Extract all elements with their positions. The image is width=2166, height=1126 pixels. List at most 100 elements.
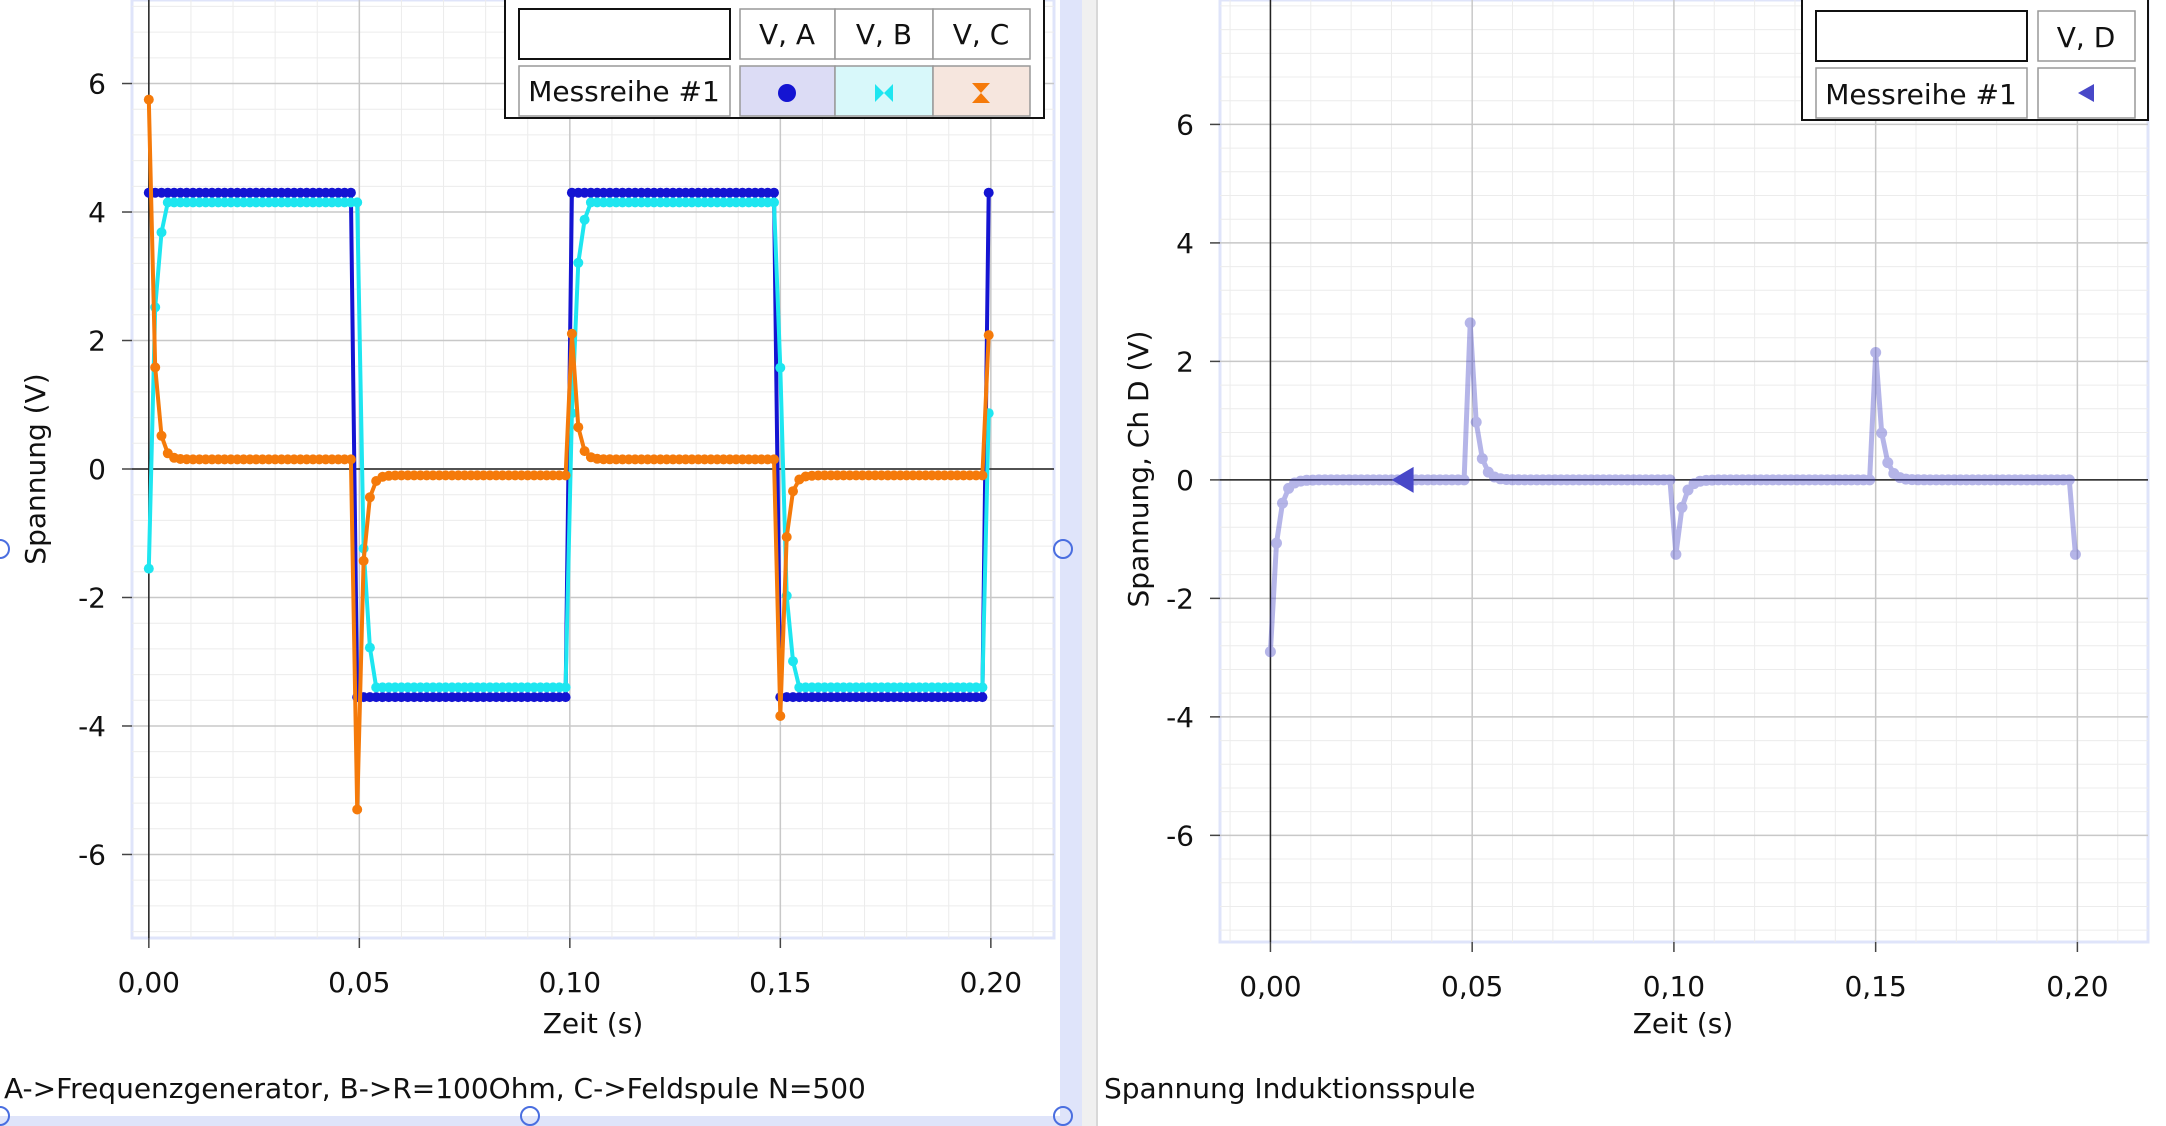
data-point — [1634, 474, 1646, 486]
resize-handle-left[interactable] — [0, 539, 10, 559]
y-tick-label: 0 — [1176, 464, 1194, 497]
data-point — [1488, 471, 1500, 483]
data-point — [769, 187, 779, 198]
data-point — [1682, 484, 1694, 496]
legend-run-row[interactable]: Messreihe #1 — [518, 65, 731, 117]
data-point — [1803, 474, 1815, 486]
data-point — [1501, 474, 1512, 485]
data-point — [1985, 474, 1997, 486]
data-point — [1924, 474, 1936, 486]
data-point — [1355, 474, 1367, 486]
data-point — [1954, 474, 1966, 486]
data-point — [775, 362, 786, 373]
data-point — [1361, 474, 1373, 486]
panel-divider[interactable] — [1082, 0, 1097, 1126]
legend-table[interactable]: V, D Messreihe #1 — [1801, 0, 2149, 121]
y-axis-label: Spannung (V) — [19, 373, 52, 564]
x-tick-label: 0,10 — [539, 966, 601, 999]
data-point — [1724, 474, 1736, 486]
data-point — [1815, 474, 1827, 486]
y-axis-label: Spannung, Ch D (V) — [1122, 331, 1155, 608]
data-point — [2051, 474, 2063, 486]
data-point — [1912, 474, 1924, 486]
data-point — [1616, 474, 1627, 486]
x-tick-label: 0,20 — [2046, 970, 2108, 1003]
data-point — [1313, 474, 1325, 486]
legend-run-label: Messreihe #1 — [1825, 78, 2017, 111]
data-point — [364, 492, 375, 503]
data-point — [1858, 474, 1869, 486]
data-point — [1852, 474, 1863, 486]
data-point — [781, 532, 792, 542]
data-point — [769, 197, 779, 208]
data-point — [143, 94, 154, 105]
legend-header-b[interactable]: V, B — [834, 8, 934, 60]
x-tick-label: 0,05 — [1441, 970, 1503, 1003]
data-point — [1973, 474, 1984, 486]
data-point — [1549, 474, 1561, 486]
data-point — [1343, 474, 1355, 486]
legend-table[interactable]: V, A V, B V, C Messreihe #1 — [504, 0, 1045, 119]
data-point — [1597, 474, 1609, 486]
data-point — [1561, 474, 1573, 486]
data-point — [579, 446, 590, 457]
data-point — [1942, 474, 1954, 486]
data-point — [1700, 474, 1712, 486]
data-point — [2039, 474, 2051, 486]
data-point — [977, 470, 988, 481]
data-point — [1821, 474, 1833, 486]
data-point — [1367, 474, 1379, 486]
data-point — [1658, 474, 1670, 486]
data-point — [1283, 482, 1295, 494]
resize-handle-bottom-left[interactable] — [0, 1106, 10, 1126]
data-point — [1900, 473, 1912, 485]
legend-swatch-b[interactable] — [834, 65, 934, 117]
resize-handle-bottom-right[interactable] — [1053, 1106, 1073, 1126]
data-point — [1767, 474, 1779, 486]
data-point — [1737, 474, 1748, 486]
data-point — [2021, 474, 2033, 486]
data-point — [2069, 548, 2081, 560]
legend-blank-cell — [518, 8, 731, 60]
data-point — [1694, 475, 1706, 487]
legend-run-row[interactable]: Messreihe #1 — [1815, 67, 2028, 119]
data-point — [1446, 474, 1458, 486]
y-tick-label: -6 — [78, 838, 106, 871]
x-tick-label: 0,15 — [1844, 970, 1906, 1003]
legend-marker-d-icon — [2078, 84, 2094, 102]
data-point — [2015, 474, 2027, 486]
data-point — [364, 642, 375, 653]
legend-marker-b-icon — [875, 84, 893, 102]
legend-header-c-text: V, C — [953, 18, 1010, 51]
legend-header-d[interactable]: V, D — [2037, 10, 2136, 62]
data-point — [1628, 474, 1640, 486]
data-point — [573, 257, 584, 268]
data-series-group — [1264, 317, 2081, 658]
data-point — [560, 470, 571, 481]
data-point — [1991, 474, 2003, 486]
data-point — [2033, 474, 2045, 486]
data-point — [156, 430, 167, 441]
data-point — [1640, 474, 1652, 486]
data-point — [358, 555, 369, 566]
data-point — [1476, 453, 1488, 465]
legend-header-a[interactable]: V, A — [739, 8, 836, 60]
data-point — [1718, 474, 1730, 486]
data-point — [1386, 474, 1397, 486]
legend-header-c[interactable]: V, C — [932, 8, 1031, 60]
legend-run-label: Messreihe #1 — [528, 75, 720, 108]
data-point — [1894, 472, 1906, 484]
x-tick-label: 0,00 — [118, 966, 180, 999]
data-point — [1573, 474, 1585, 486]
data-point — [1470, 416, 1482, 428]
data-point — [2003, 474, 2015, 486]
data-point — [983, 330, 994, 341]
resize-handle-bottom[interactable] — [520, 1106, 540, 1126]
x-axis-label: Zeit (s) — [543, 1007, 644, 1040]
data-point — [1531, 474, 1543, 486]
x-tick-label: 0,10 — [1643, 970, 1705, 1003]
panel-selection-border-bottom — [0, 1116, 1082, 1126]
resize-handle-right[interactable] — [1053, 539, 1073, 559]
